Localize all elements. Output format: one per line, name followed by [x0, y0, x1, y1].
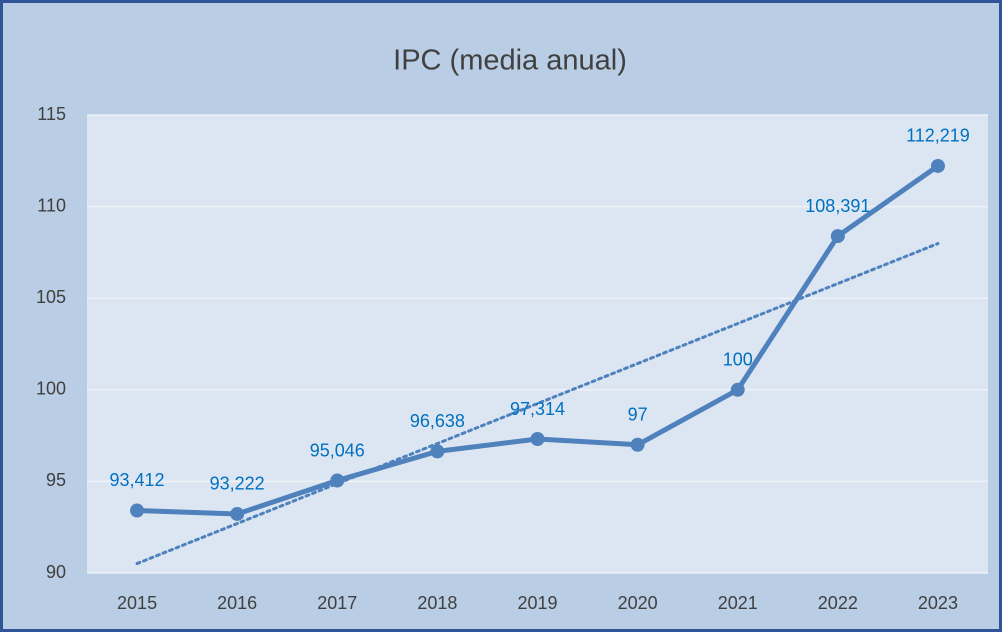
data-label: 100	[723, 350, 753, 370]
data-point	[230, 506, 245, 521]
x-tick-label: 2022	[818, 593, 858, 613]
y-tick-label: 110	[37, 195, 66, 215]
x-tick-label: 2015	[117, 593, 157, 613]
y-tick-label: 105	[36, 287, 66, 307]
data-label: 108,391	[805, 196, 870, 216]
x-tick-label: 2019	[517, 593, 557, 613]
data-label: 96,638	[410, 411, 465, 431]
plot-area	[87, 115, 988, 573]
y-tick-label: 115	[37, 104, 66, 124]
y-tick-label: 95	[46, 470, 66, 490]
data-point	[930, 158, 945, 173]
data-label: 93,412	[110, 470, 165, 490]
data-label: 97,314	[510, 399, 565, 419]
data-label: 93,222	[210, 474, 265, 494]
y-tick-label: 90	[46, 562, 66, 582]
chart-title: IPC (media anual)	[393, 45, 627, 77]
data-point	[130, 503, 145, 518]
trendline	[135, 242, 940, 566]
y-tick-label: 100	[36, 379, 66, 399]
x-tick-label: 2023	[918, 593, 958, 613]
x-tick-label: 2016	[217, 593, 257, 613]
x-tick-label: 2017	[317, 593, 357, 613]
data-label: 97	[628, 405, 648, 425]
data-label: 95,046	[310, 440, 365, 460]
data-point	[530, 432, 545, 447]
data-point	[830, 229, 845, 244]
x-tick-label: 2021	[718, 593, 758, 613]
data-label: 112,219	[906, 126, 970, 146]
x-tick-label: 2018	[417, 593, 457, 613]
data-point	[730, 382, 745, 397]
data-point	[630, 437, 645, 452]
x-tick-label: 2020	[618, 593, 658, 613]
data-point	[430, 444, 445, 459]
data-point	[330, 473, 345, 488]
